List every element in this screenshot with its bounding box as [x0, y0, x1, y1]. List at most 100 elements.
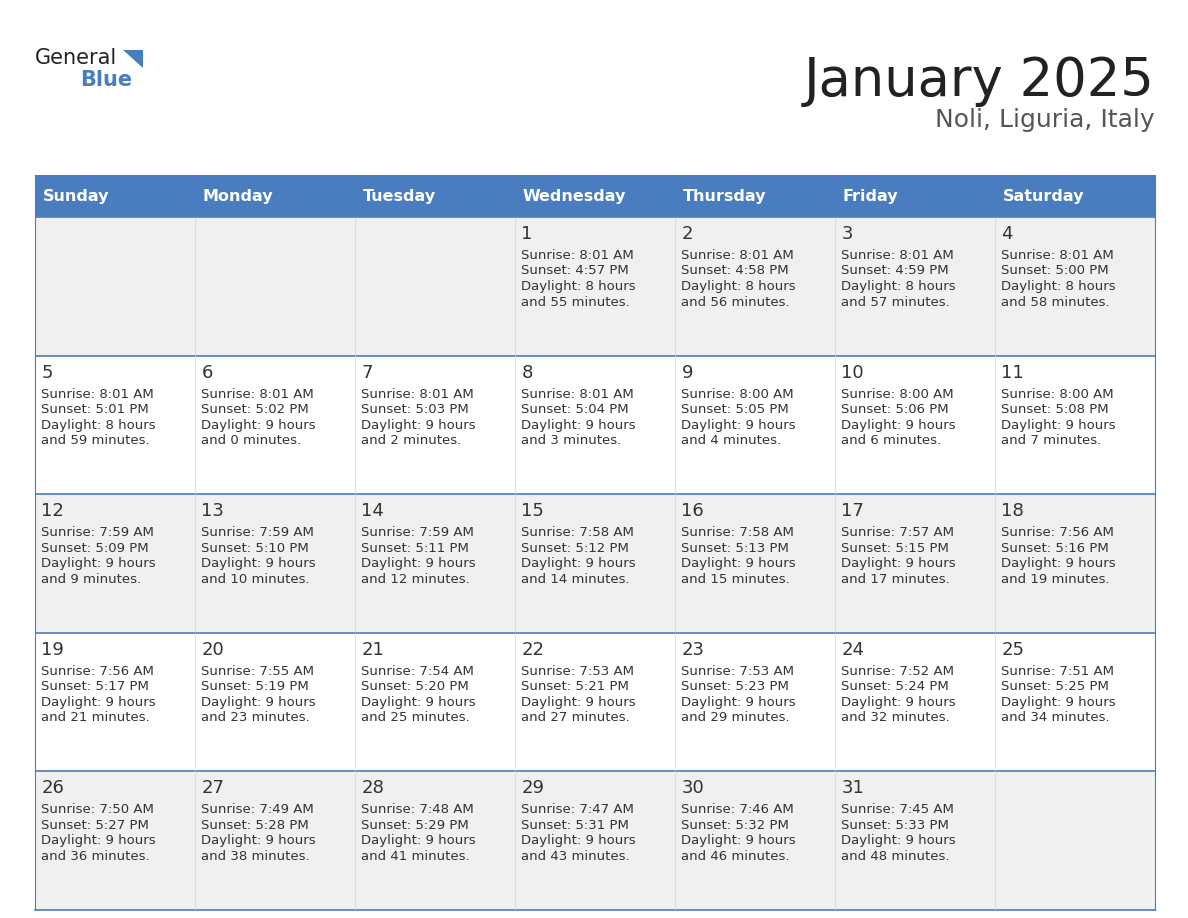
Text: 15: 15 — [522, 502, 544, 521]
Bar — [516, 633, 675, 771]
Bar — [835, 217, 996, 355]
Text: Sunset: 5:19 PM: Sunset: 5:19 PM — [202, 680, 309, 693]
Bar — [996, 494, 1155, 633]
Text: Sunrise: 7:49 AM: Sunrise: 7:49 AM — [202, 803, 314, 816]
Text: Daylight: 9 hours: Daylight: 9 hours — [522, 834, 636, 847]
Text: 8: 8 — [522, 364, 532, 382]
Text: Sunrise: 7:51 AM: Sunrise: 7:51 AM — [1001, 665, 1114, 677]
Text: 27: 27 — [202, 779, 225, 798]
Text: Daylight: 9 hours: Daylight: 9 hours — [202, 557, 316, 570]
Text: 23: 23 — [682, 641, 704, 659]
Text: 14: 14 — [361, 502, 384, 521]
Text: Sunset: 4:57 PM: Sunset: 4:57 PM — [522, 264, 630, 277]
Text: 28: 28 — [361, 779, 384, 798]
Text: Sunset: 5:12 PM: Sunset: 5:12 PM — [522, 542, 630, 554]
Bar — [516, 355, 675, 494]
Text: and 15 minutes.: and 15 minutes. — [682, 573, 790, 586]
Text: Sunset: 5:06 PM: Sunset: 5:06 PM — [841, 403, 949, 416]
Text: Sunrise: 8:01 AM: Sunrise: 8:01 AM — [841, 249, 954, 262]
Text: 16: 16 — [682, 502, 704, 521]
Text: and 56 minutes.: and 56 minutes. — [682, 296, 790, 308]
Text: Sunrise: 7:56 AM: Sunrise: 7:56 AM — [1001, 526, 1114, 539]
Text: and 0 minutes.: and 0 minutes. — [202, 434, 302, 447]
Text: 20: 20 — [202, 641, 225, 659]
Text: and 59 minutes.: and 59 minutes. — [42, 434, 150, 447]
Text: Sunset: 5:33 PM: Sunset: 5:33 PM — [841, 819, 949, 832]
Text: Daylight: 9 hours: Daylight: 9 hours — [202, 834, 316, 847]
Bar — [34, 771, 195, 910]
Text: Sunrise: 7:53 AM: Sunrise: 7:53 AM — [522, 665, 634, 677]
Text: 3: 3 — [841, 225, 853, 243]
Text: and 25 minutes.: and 25 minutes. — [361, 711, 470, 724]
Text: 18: 18 — [1001, 502, 1024, 521]
Text: 12: 12 — [42, 502, 64, 521]
Text: Sunset: 5:31 PM: Sunset: 5:31 PM — [522, 819, 630, 832]
Text: and 46 minutes.: and 46 minutes. — [682, 850, 790, 863]
Text: Noli, Liguria, Italy: Noli, Liguria, Italy — [935, 108, 1155, 132]
Bar — [675, 175, 835, 217]
Text: Sunset: 5:21 PM: Sunset: 5:21 PM — [522, 680, 630, 693]
Text: Sunrise: 7:46 AM: Sunrise: 7:46 AM — [682, 803, 794, 816]
Text: Blue: Blue — [80, 70, 132, 90]
Text: Sunset: 5:15 PM: Sunset: 5:15 PM — [841, 542, 949, 554]
Text: Sunrise: 7:48 AM: Sunrise: 7:48 AM — [361, 803, 474, 816]
Text: Sunrise: 7:57 AM: Sunrise: 7:57 AM — [841, 526, 954, 539]
Text: Sunrise: 7:59 AM: Sunrise: 7:59 AM — [361, 526, 474, 539]
Text: and 29 minutes.: and 29 minutes. — [682, 711, 790, 724]
Bar — [355, 771, 516, 910]
Text: Daylight: 8 hours: Daylight: 8 hours — [682, 280, 796, 293]
Bar — [355, 175, 516, 217]
Bar — [34, 355, 195, 494]
Bar — [675, 494, 835, 633]
Text: and 10 minutes.: and 10 minutes. — [202, 573, 310, 586]
Text: Thursday: Thursday — [683, 188, 766, 204]
Text: Daylight: 9 hours: Daylight: 9 hours — [1001, 419, 1116, 431]
Bar — [835, 633, 996, 771]
Text: Daylight: 9 hours: Daylight: 9 hours — [522, 696, 636, 709]
Text: Daylight: 9 hours: Daylight: 9 hours — [682, 834, 796, 847]
Text: 26: 26 — [42, 779, 64, 798]
Text: Daylight: 9 hours: Daylight: 9 hours — [361, 557, 476, 570]
Text: and 3 minutes.: and 3 minutes. — [522, 434, 621, 447]
Text: and 6 minutes.: and 6 minutes. — [841, 434, 942, 447]
Bar — [355, 355, 516, 494]
Text: Friday: Friday — [843, 188, 898, 204]
Text: Sunrise: 7:53 AM: Sunrise: 7:53 AM — [682, 665, 795, 677]
Text: Daylight: 9 hours: Daylight: 9 hours — [202, 696, 316, 709]
Text: and 9 minutes.: and 9 minutes. — [42, 573, 141, 586]
Text: 24: 24 — [841, 641, 865, 659]
Text: Sunset: 5:23 PM: Sunset: 5:23 PM — [682, 680, 789, 693]
Text: 10: 10 — [841, 364, 864, 382]
Bar — [675, 217, 835, 355]
Text: Daylight: 9 hours: Daylight: 9 hours — [42, 557, 156, 570]
Text: Sunset: 5:04 PM: Sunset: 5:04 PM — [522, 403, 628, 416]
Text: Sunrise: 7:59 AM: Sunrise: 7:59 AM — [202, 526, 315, 539]
Text: Sunrise: 7:58 AM: Sunrise: 7:58 AM — [682, 526, 795, 539]
Text: Sunset: 5:17 PM: Sunset: 5:17 PM — [42, 680, 150, 693]
Text: Sunrise: 7:52 AM: Sunrise: 7:52 AM — [841, 665, 954, 677]
Bar — [835, 355, 996, 494]
Bar — [516, 494, 675, 633]
Text: 29: 29 — [522, 779, 544, 798]
Bar — [195, 771, 355, 910]
Text: 4: 4 — [1001, 225, 1013, 243]
Bar — [355, 494, 516, 633]
Text: Sunset: 5:13 PM: Sunset: 5:13 PM — [682, 542, 789, 554]
Text: 25: 25 — [1001, 641, 1024, 659]
Text: Daylight: 9 hours: Daylight: 9 hours — [361, 834, 476, 847]
Text: and 23 minutes.: and 23 minutes. — [202, 711, 310, 724]
Text: and 55 minutes.: and 55 minutes. — [522, 296, 630, 308]
Bar — [996, 355, 1155, 494]
Text: Daylight: 9 hours: Daylight: 9 hours — [682, 557, 796, 570]
Text: Sunrise: 7:55 AM: Sunrise: 7:55 AM — [202, 665, 315, 677]
Text: Sunset: 4:59 PM: Sunset: 4:59 PM — [841, 264, 949, 277]
Text: and 58 minutes.: and 58 minutes. — [1001, 296, 1110, 308]
Bar — [195, 175, 355, 217]
Text: Daylight: 9 hours: Daylight: 9 hours — [841, 419, 956, 431]
Text: Sunset: 5:02 PM: Sunset: 5:02 PM — [202, 403, 309, 416]
Text: 30: 30 — [682, 779, 704, 798]
Text: 19: 19 — [42, 641, 64, 659]
Text: 2: 2 — [682, 225, 693, 243]
Bar — [675, 771, 835, 910]
Bar — [195, 494, 355, 633]
